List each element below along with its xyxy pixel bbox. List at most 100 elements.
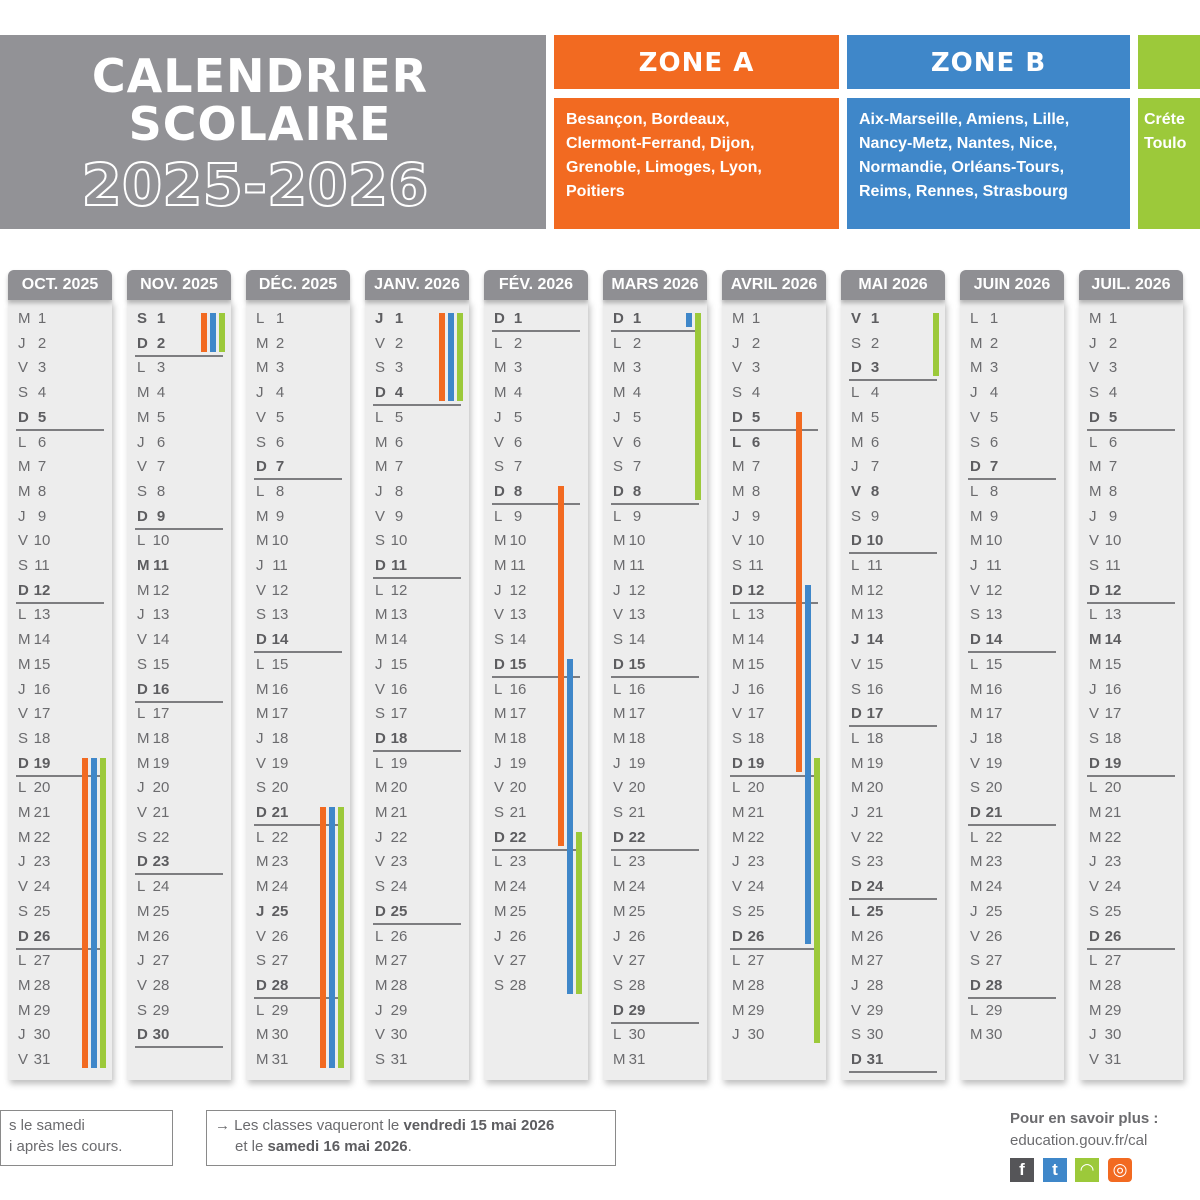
weekday-letter: M bbox=[1089, 976, 1102, 994]
weekday-letter: S bbox=[613, 976, 624, 994]
weekday-letter: M bbox=[18, 1001, 31, 1019]
note-left-line: s le samedi bbox=[9, 1117, 85, 1134]
zone-a-cities: Besançon, Bordeaux, Clermont-Ferrand, Di… bbox=[554, 98, 839, 229]
zone-b-city-line: Reims, Rennes, Strasbourg bbox=[859, 183, 1068, 200]
weekday-letter: M bbox=[732, 310, 745, 327]
week-separator bbox=[849, 898, 937, 901]
day-number: 19 bbox=[985, 754, 1003, 772]
instagram-icon[interactable]: ◎ bbox=[1108, 1158, 1132, 1182]
day-row: S 13 bbox=[960, 605, 1030, 625]
day-row: M 25 bbox=[127, 902, 197, 922]
weekday-letter: L bbox=[970, 1001, 979, 1019]
weekday-letter: D bbox=[613, 310, 624, 327]
weekday-letter: M bbox=[970, 853, 983, 871]
weekday-letter: V bbox=[137, 458, 148, 476]
month-column: FÉV. 2026 D 1 L 2 M 3 M 4 J 5 V 6 S 7 D 8 L 9 M 10 M 11 J 12 V 13 S… bbox=[484, 270, 588, 1080]
day-number: 6 bbox=[989, 433, 999, 451]
snapchat-icon[interactable]: ◠ bbox=[1075, 1158, 1099, 1182]
vacation-bar-zone-a bbox=[439, 313, 445, 402]
day-row: M 31 bbox=[246, 1050, 316, 1070]
weekday-letter: M bbox=[375, 952, 388, 970]
day-row: S 14 bbox=[484, 630, 554, 650]
zone-b-cities: Aix-Marseille, Amiens, Lille, Nancy-Metz… bbox=[847, 98, 1130, 229]
day-row: L 15 bbox=[960, 655, 1030, 675]
weekday-letter: M bbox=[1089, 631, 1102, 649]
weekday-letter: S bbox=[137, 655, 148, 673]
day-number: 4 bbox=[870, 384, 880, 402]
week-separator bbox=[849, 1071, 937, 1073]
weekday-letter: J bbox=[732, 680, 740, 698]
more-info-link[interactable]: education.gouv.fr/cal bbox=[1010, 1132, 1148, 1149]
day-row: D 12 bbox=[8, 581, 78, 601]
month-days bbox=[127, 300, 231, 1080]
weekday-letter: J bbox=[970, 729, 978, 747]
month-column: MAI 2026 V 1 S 2 D 3 L 4 M 5 M 6 J 7 V 8 S 9 D 10 L 11 M 12 M 13 J 1… bbox=[841, 270, 945, 1080]
weekday-letter: J bbox=[970, 384, 978, 402]
weekday-letter: M bbox=[375, 976, 388, 994]
day-row: M 18 bbox=[603, 729, 673, 749]
day-number: 2 bbox=[37, 334, 47, 352]
day-number: 5 bbox=[989, 408, 999, 426]
day-number: 12 bbox=[1104, 581, 1122, 599]
weekday-letter: L bbox=[613, 1026, 622, 1044]
day-row: M 29 bbox=[8, 1001, 78, 1021]
weekday-letter: M bbox=[137, 581, 150, 599]
weekday-letter: D bbox=[256, 631, 267, 649]
day-number: 2 bbox=[156, 334, 166, 352]
day-number: 5 bbox=[156, 408, 166, 426]
day-row: J 23 bbox=[1079, 852, 1149, 872]
weekday-letter: L bbox=[18, 952, 27, 970]
day-row: V 14 bbox=[127, 630, 197, 650]
twitter-icon[interactable]: t bbox=[1043, 1158, 1067, 1182]
week-separator bbox=[611, 330, 699, 332]
weekday-letter: J bbox=[137, 952, 145, 970]
day-row: M 24 bbox=[960, 877, 1030, 897]
weekday-letter: S bbox=[494, 458, 505, 476]
day-row: M 13 bbox=[841, 605, 911, 625]
vacation-bar-zone-c bbox=[576, 831, 582, 994]
vacation-bar-zone-a bbox=[558, 485, 564, 846]
day-number: 21 bbox=[985, 804, 1003, 821]
day-number: 21 bbox=[390, 804, 408, 821]
day-number: 5 bbox=[394, 408, 404, 426]
weekday-letter: D bbox=[375, 557, 386, 574]
weekday-letter: M bbox=[494, 532, 507, 550]
day-number: 22 bbox=[985, 828, 1003, 846]
week-separator bbox=[968, 478, 1056, 481]
weekday-letter: J bbox=[851, 458, 859, 476]
day-number: 7 bbox=[513, 458, 523, 476]
day-number: 30 bbox=[985, 1026, 1003, 1044]
day-row: D 24 bbox=[841, 877, 911, 897]
zone-a-city-line: Clermont-Ferrand, Dijon, bbox=[566, 135, 755, 152]
zone-b-header: ZONE B bbox=[847, 35, 1130, 89]
weekday-letter: L bbox=[137, 705, 146, 723]
facebook-icon[interactable]: f bbox=[1010, 1158, 1034, 1182]
weekday-letter: J bbox=[970, 557, 978, 574]
day-number: 19 bbox=[33, 754, 51, 772]
day-row: L 20 bbox=[722, 778, 792, 798]
day-row: M 14 bbox=[365, 630, 435, 650]
week-separator bbox=[135, 1046, 223, 1049]
weekday-letter: M bbox=[375, 458, 388, 476]
day-number: 2 bbox=[513, 334, 523, 352]
day-number: 1 bbox=[394, 310, 404, 327]
day-row: J 23 bbox=[8, 852, 78, 872]
weekday-letter: L bbox=[256, 1001, 265, 1019]
weekday-letter: S bbox=[1089, 729, 1100, 747]
day-row: M 21 bbox=[1079, 803, 1149, 823]
day-row: V 17 bbox=[1079, 704, 1149, 724]
weekday-letter: V bbox=[375, 853, 386, 871]
